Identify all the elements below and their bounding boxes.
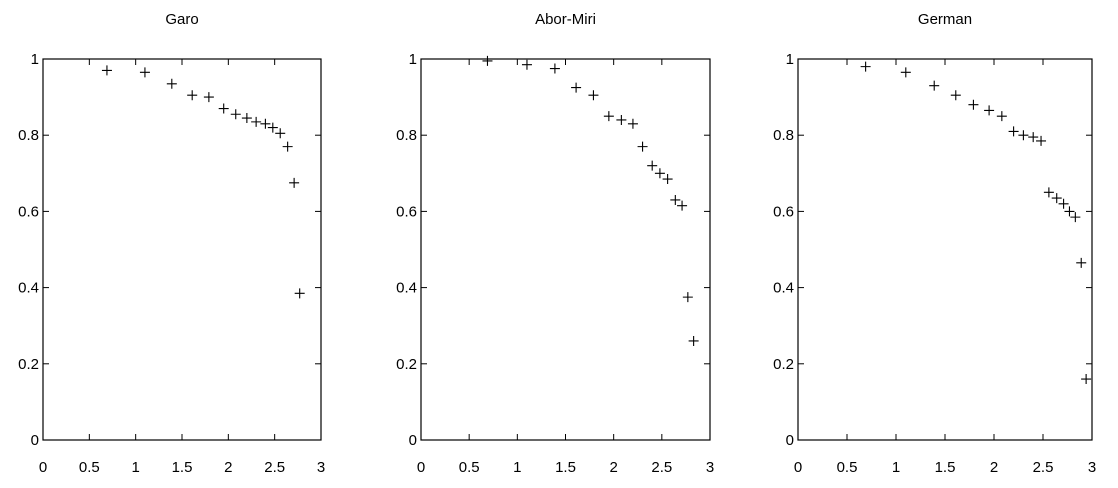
data-point — [1070, 212, 1080, 222]
data-point — [689, 336, 699, 346]
y-tick-label: 0.8 — [773, 127, 794, 144]
x-tick-label: 0 — [39, 459, 47, 476]
y-tick-label: 0.4 — [773, 280, 794, 297]
data-point — [571, 83, 581, 93]
data-point — [861, 62, 871, 72]
plot-frame — [421, 59, 710, 440]
x-tick-label: 0 — [794, 459, 802, 476]
data-point — [655, 168, 665, 178]
y-tick-label: 0.6 — [18, 203, 39, 220]
y-tick-label: 1 — [31, 51, 39, 68]
y-tick-label: 0 — [409, 432, 417, 449]
data-point — [628, 119, 638, 129]
data-point — [522, 60, 532, 70]
x-tick-label: 1.5 — [172, 459, 193, 476]
data-point — [1018, 130, 1028, 140]
data-point — [670, 195, 680, 205]
data-point — [231, 109, 241, 119]
chart-title: Garo — [165, 11, 198, 28]
y-tick-label: 1 — [786, 51, 794, 68]
chart-panel: German 0 0.5 1 1.5 2 2.5 3 0 0.2 0.4 0.6 0.8 1 — [773, 11, 1096, 476]
data-point — [167, 79, 177, 89]
x-tick-label: 0.5 — [837, 459, 858, 476]
data-point — [275, 128, 285, 138]
data-point — [951, 90, 961, 100]
data-point — [187, 90, 197, 100]
data-point — [204, 92, 214, 102]
y-tick-label: 0.4 — [18, 280, 39, 297]
chart-panel: Abor-Miri 0 0.5 1 1.5 2 2.5 3 0 0.2 0.4 0.6 0.8 1 — [396, 11, 714, 476]
chart-title: Abor-Miri — [535, 11, 596, 28]
x-tick-label: 3 — [706, 459, 714, 476]
data-point — [102, 65, 112, 75]
x-tick-label: 0 — [417, 459, 425, 476]
y-tick-label: 0.2 — [18, 356, 39, 373]
data-point — [242, 113, 252, 123]
x-tick-label: 2 — [224, 459, 232, 476]
plot-frame — [798, 59, 1092, 440]
x-tick-label: 2 — [609, 459, 617, 476]
y-tick-label: 0.2 — [396, 356, 417, 373]
data-point — [482, 56, 492, 66]
data-point — [616, 115, 626, 125]
data-point — [219, 104, 229, 114]
data-point — [550, 64, 560, 74]
data-point — [997, 111, 1007, 121]
data-point — [1059, 199, 1069, 209]
x-tick-label: 1 — [131, 459, 139, 476]
data-point — [984, 105, 994, 115]
x-tick-label: 0.5 — [79, 459, 100, 476]
x-tick-label: 2.5 — [1033, 459, 1054, 476]
data-point — [1064, 206, 1074, 216]
y-tick-label: 0.4 — [396, 280, 417, 297]
data-point — [1081, 374, 1091, 384]
x-tick-label: 1.5 — [935, 459, 956, 476]
data-point — [295, 288, 305, 298]
data-point — [1044, 187, 1054, 197]
chart-panel: Garo 0 0.5 1 1.5 2 2.5 3 0 0.2 0.4 0.6 0.8 1 — [18, 11, 325, 476]
chart-title: German — [918, 11, 972, 28]
data-point — [968, 100, 978, 110]
data-point — [283, 142, 293, 152]
data-point — [604, 111, 614, 121]
data-point — [683, 292, 693, 302]
y-tick-label: 0.8 — [18, 127, 39, 144]
y-tick-label: 0.6 — [396, 203, 417, 220]
data-point — [1009, 126, 1019, 136]
data-point — [677, 201, 687, 211]
data-point — [251, 117, 261, 127]
data-point — [647, 161, 657, 171]
y-tick-label: 0.8 — [396, 127, 417, 144]
y-tick-label: 0.6 — [773, 203, 794, 220]
x-tick-label: 0.5 — [459, 459, 480, 476]
x-tick-label: 3 — [1088, 459, 1096, 476]
y-tick-label: 0 — [31, 432, 39, 449]
y-tick-label: 0.2 — [773, 356, 794, 373]
x-tick-label: 2.5 — [264, 459, 285, 476]
x-tick-label: 2 — [990, 459, 998, 476]
data-point — [289, 178, 299, 188]
x-tick-label: 1.5 — [555, 459, 576, 476]
x-tick-label: 3 — [317, 459, 325, 476]
data-point — [929, 81, 939, 91]
data-point — [1076, 258, 1086, 268]
data-point — [588, 90, 598, 100]
plot-frame — [43, 59, 321, 440]
data-point — [140, 67, 150, 77]
data-point — [901, 67, 911, 77]
data-point — [1052, 193, 1062, 203]
y-tick-label: 0 — [786, 432, 794, 449]
x-tick-label: 1 — [892, 459, 900, 476]
data-point — [638, 142, 648, 152]
x-tick-label: 2.5 — [651, 459, 672, 476]
data-point — [663, 174, 673, 184]
y-tick-label: 1 — [409, 51, 417, 68]
x-tick-label: 1 — [513, 459, 521, 476]
